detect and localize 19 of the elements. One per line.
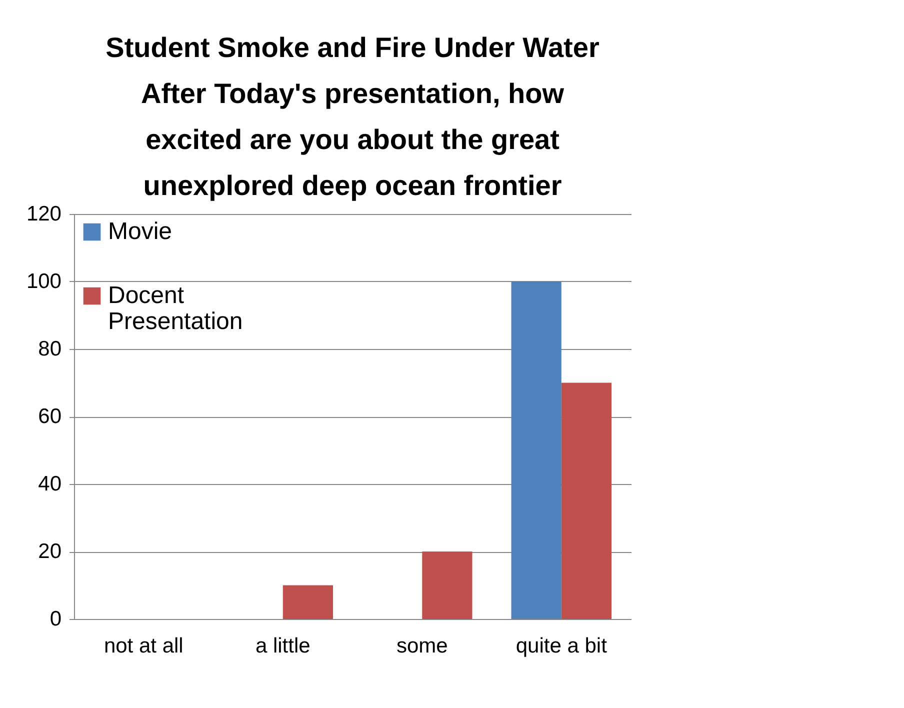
y-tick-label: 0 [50,608,62,630]
chart-title: Student Smoke and Fire Under Water [106,32,600,63]
y-tick-label: 100 [26,270,62,293]
bar [561,382,612,619]
x-tick-label: quite a bit [516,634,608,658]
y-tick-label: 40 [38,472,62,496]
legend-label: Docent Presentation [108,282,243,335]
y-tick-label: 60 [38,405,62,428]
bar [511,282,562,619]
bar [422,552,472,619]
legend-label: Movie [108,218,172,245]
x-tick-label: not at all [104,634,184,658]
y-tick-label: 120 [26,202,62,226]
bar [282,585,334,619]
y-tick-label: 80 [38,338,62,360]
x-tick-label: some [396,634,448,658]
x-tick-label: a little [255,634,310,658]
chart-subtitle: After Today's presentation, how excited are you about the great unexplored deep ocean frontier [140,78,564,201]
y-tick-label: 20 [38,540,62,563]
